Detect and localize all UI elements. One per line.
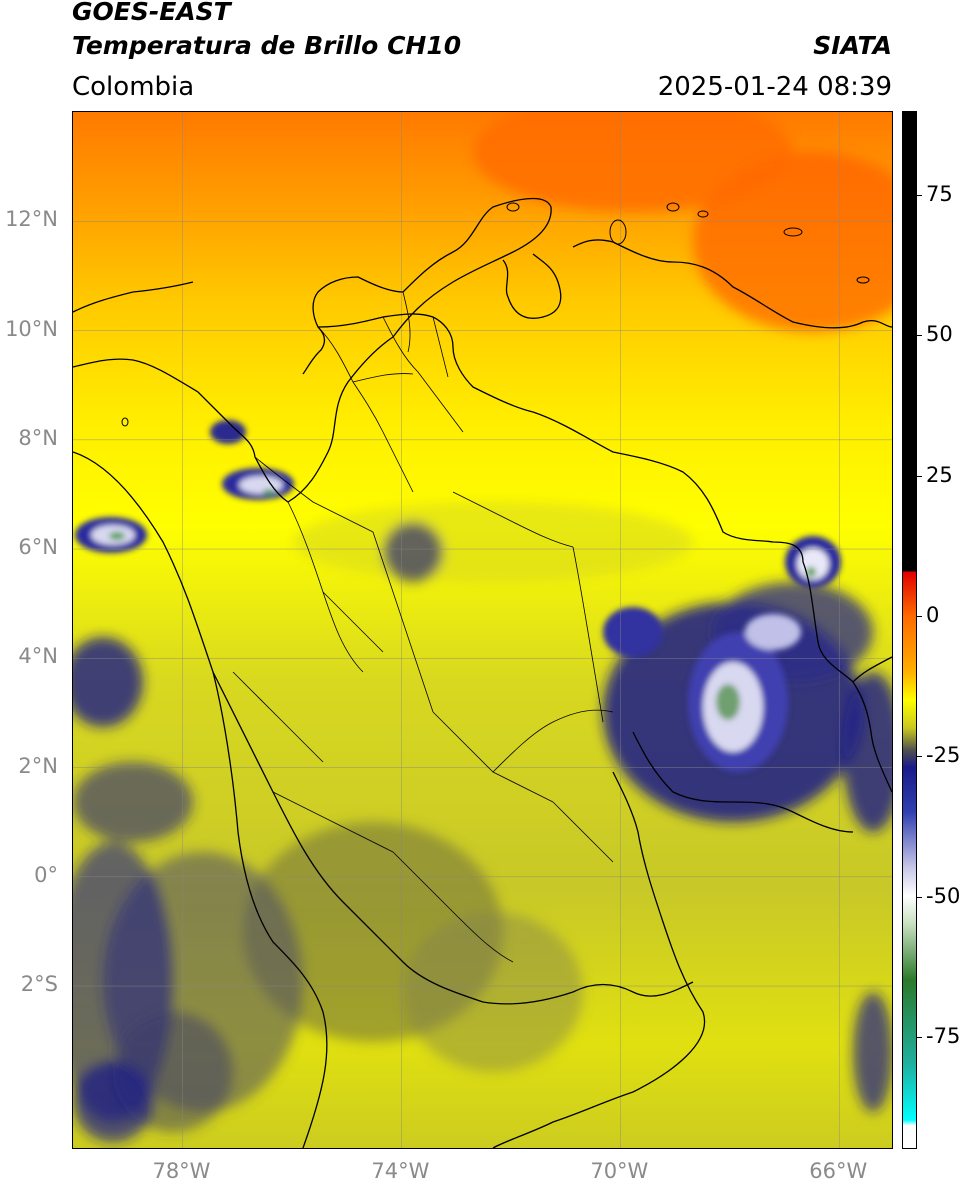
region-label: Colombia [72,72,195,102]
datetime-label: 2025-01-24 08:39 [657,72,892,102]
lon-tick-label: 74°W [371,1159,430,1183]
agency-label: SIATA [813,31,892,60]
lat-tick-label: 4°N [18,644,58,669]
colorbar-tick-mark [917,756,922,758]
colorbar-tick-label: -25 [926,743,961,768]
colorbar-tick-label: 50 [926,322,953,347]
lat-tick-label: 2°S [20,972,58,997]
product-title: Temperatura de Brillo CH10 [72,31,462,60]
country-borders [73,197,892,1148]
colorbar-tick-label: -50 [926,883,961,908]
colorbar-canvas [903,112,916,1148]
colorbar-tick-mark [917,335,922,337]
colorbar-tick-label: 75 [926,182,953,207]
colorbar-tick-label: 0 [926,602,940,627]
colorbar-tick-label: 25 [926,462,953,487]
colorbar-tick-mark [917,1036,922,1038]
map-canvas [73,112,892,1148]
lon-tick-label: 70°W [590,1159,649,1183]
lon-tick-label: 78°W [152,1159,211,1183]
lat-tick-label: 6°N [18,535,58,560]
islands [121,202,870,427]
lat-tick-label: 0° [34,862,58,887]
satellite-title: GOES-EAST [72,0,231,26]
lat-tick-label: 2°N [18,753,58,778]
colorbar [902,111,917,1149]
colorbar-tick-mark [917,615,922,617]
colorbar-tick-mark [917,896,922,898]
lat-tick-label: 8°N [18,425,58,450]
department-borders [232,291,614,963]
lat-tick-label: 10°N [5,316,58,341]
brightness-temperature-map [72,111,893,1149]
colorbar-tick-mark [917,475,922,477]
lat-tick-label: 12°N [5,207,58,232]
colorbar-tick-mark [917,195,922,197]
lon-tick-label: 66°W [809,1159,868,1183]
cold-cloud-tops [75,420,841,772]
colorbar-tick-label: -75 [926,1023,961,1048]
graticule [73,112,892,1148]
